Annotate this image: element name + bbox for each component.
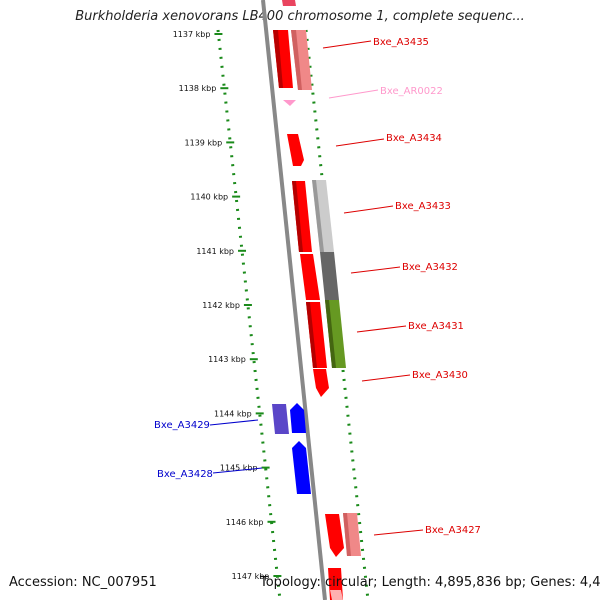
gene-block-gray-dark[interactable] xyxy=(320,252,339,300)
gene-block-bxe-ar0022[interactable] xyxy=(283,100,296,106)
label-bxe-a3427[interactable]: Bxe_A3427 xyxy=(425,525,481,536)
gene-block-bxe-a3427-pink-shade xyxy=(343,513,351,556)
label-bxe-a3433[interactable]: Bxe_A3433 xyxy=(395,201,451,212)
gene-block-top-partial[interactable] xyxy=(282,0,296,6)
ruler-label-1: 1137 kbp xyxy=(173,30,211,39)
gene-block-bxe-a3428[interactable] xyxy=(292,441,311,494)
ruler-label-9: 1145 kbp xyxy=(220,464,258,473)
label-bxe-a3431[interactable]: Bxe_A3431 xyxy=(408,321,464,332)
leader-bxe-a3429 xyxy=(209,419,259,426)
feature-group xyxy=(272,0,361,600)
ruler-label-8: 1144 kbp xyxy=(214,409,252,418)
gene-block-bxe-a3435-pink-shade xyxy=(291,30,302,90)
gene-block-bxe-a3429[interactable] xyxy=(272,404,289,434)
label-bxe-a3429[interactable]: Bxe_A3429 xyxy=(154,420,210,431)
label-bxe-a3435[interactable]: Bxe_A3435 xyxy=(373,37,429,48)
ruler-track-right xyxy=(304,29,370,600)
ruler-label-7: 1143 kbp xyxy=(208,355,246,364)
leader-bxe-a3431 xyxy=(356,325,407,333)
label-bxe-a3430[interactable]: Bxe_A3430 xyxy=(412,370,468,381)
gene-block-bxe-a3435-shade xyxy=(273,30,283,88)
ruler-label-10: 1146 kbp xyxy=(226,518,264,527)
gene-block-bxe-a3431-shade xyxy=(306,302,317,368)
ruler-label-4: 1140 kbp xyxy=(190,193,228,202)
gene-block-bxe-a3434[interactable] xyxy=(287,134,304,166)
leader-bxe-a3433 xyxy=(343,205,394,214)
gene-block-bxe-a3432[interactable] xyxy=(300,254,320,300)
gene-block-bottom-partial-pink xyxy=(330,590,343,600)
label-bxe-a3432[interactable]: Bxe_A3432 xyxy=(402,262,458,273)
leader-bxe-a3427 xyxy=(373,529,424,536)
ruler-label-3: 1139 kbp xyxy=(185,138,223,147)
label-bxe-a3434[interactable]: Bxe_A3434 xyxy=(386,133,442,144)
label-bxe-a3428[interactable]: Bxe_A3428 xyxy=(157,469,213,480)
gene-block-bxe-a3433-shade xyxy=(292,181,303,252)
dna-backbone xyxy=(261,0,327,600)
ruler-label-5: 1141 kbp xyxy=(196,247,234,256)
ruler-label-11: 1147 kbp xyxy=(232,572,270,581)
gene-block-green-shade xyxy=(325,300,336,368)
label-bxe-ar0022[interactable]: Bxe_AR0022 xyxy=(380,86,443,97)
ruler-label-6: 1142 kbp xyxy=(202,301,240,310)
accession-text: Accession: NC_007951 xyxy=(9,575,157,590)
leader-bxe-a3428 xyxy=(212,467,263,474)
ruler-label-2: 1138 kbp xyxy=(179,84,217,93)
leader-bxe-a3430 xyxy=(361,374,411,382)
gene-block-bxe-a3429-b[interactable] xyxy=(290,403,306,433)
gene-block-bxe-a3427[interactable] xyxy=(325,514,344,557)
leader-bxe-a3435 xyxy=(322,40,372,49)
ruler-track-left xyxy=(216,29,282,600)
leader-bxe-a3432 xyxy=(350,266,401,274)
genome-summary-text: Topology: circular; Length: 4,895,836 bp… xyxy=(260,575,600,590)
gene-block-gray-light-shade xyxy=(312,180,324,252)
map-title: Burkholderia xenovorans LB400 chromosome… xyxy=(75,9,525,24)
leader-bxe-ar0022 xyxy=(328,89,379,99)
gene-block-bxe-a3430[interactable] xyxy=(313,369,329,397)
leader-bxe-a3434 xyxy=(335,138,385,147)
gene-labels: Bxe_A3435 Bxe_AR0022 Bxe_A3434 Bxe_A3433… xyxy=(154,37,481,536)
